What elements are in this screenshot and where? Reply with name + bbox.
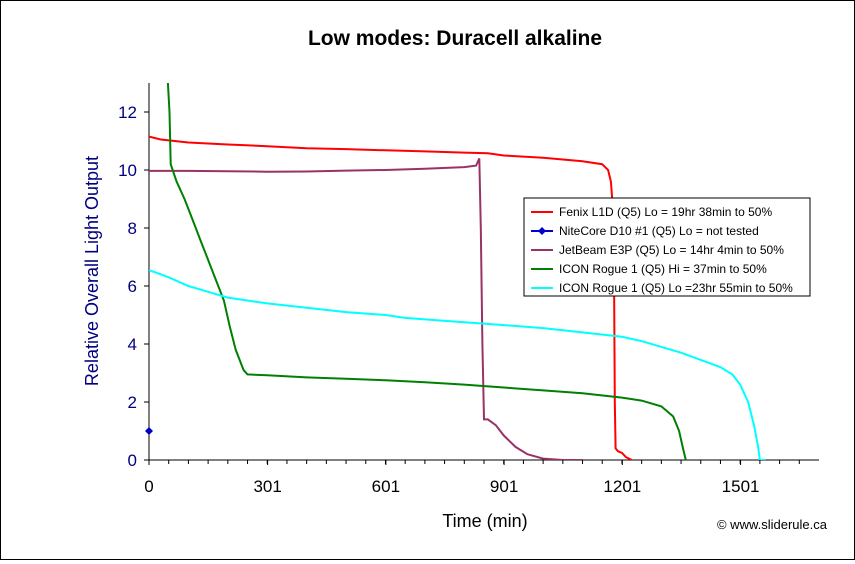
legend-entry: ICON Rogue 1 (Q5) Lo =23hr 55min to 50% bbox=[559, 281, 793, 295]
legend-marker bbox=[538, 227, 546, 235]
x-tick-label: 601 bbox=[372, 477, 400, 496]
legend-entry: JetBeam E3P (Q5) Lo = 14hr 4min to 50% bbox=[559, 243, 784, 257]
series-line-4 bbox=[166, 82, 687, 460]
y-tick-label: 6 bbox=[128, 277, 137, 296]
legend-entry: NiteCore D10 #1 (Q5) Lo = not tested bbox=[559, 224, 759, 238]
y-tick-label: 0 bbox=[128, 451, 137, 470]
copyright-text: © www.sliderule.ca bbox=[717, 517, 828, 532]
chart-title: Low modes: Duracell alkaline bbox=[308, 27, 602, 50]
x-tick-label: 0 bbox=[144, 477, 153, 496]
legend: Fenix L1D (Q5) Lo = 19hr 38min to 50% Nit… bbox=[523, 197, 811, 297]
x-axis-label: Time (min) bbox=[442, 511, 527, 531]
x-tick-label: 1201 bbox=[603, 477, 641, 496]
y-tick-label: 12 bbox=[118, 103, 137, 122]
y-tick-label: 10 bbox=[118, 161, 137, 180]
x-tick-label: 301 bbox=[253, 477, 281, 496]
y-tick-label: 4 bbox=[128, 335, 137, 354]
y-tick-label: 2 bbox=[128, 393, 137, 412]
legend-entry: ICON Rogue 1 (Q5) Hi = 37min to 50% bbox=[559, 262, 767, 276]
x-tick-label: 1501 bbox=[722, 477, 760, 496]
series-line-1 bbox=[149, 135, 633, 460]
series-line-5 bbox=[149, 269, 766, 460]
legend-entry: Fenix L1D (Q5) Lo = 19hr 38min to 50% bbox=[559, 205, 772, 219]
legend-box bbox=[523, 197, 811, 297]
x-tick-label: 901 bbox=[490, 477, 518, 496]
y-axis-label: Relative Overall Light Output bbox=[82, 156, 102, 386]
y-axis-ticks: 0 2 4 6 8 10 12 bbox=[118, 103, 149, 470]
series-layer bbox=[145, 82, 766, 460]
y-tick-label: 8 bbox=[128, 219, 137, 238]
series-point-2 bbox=[145, 427, 153, 435]
series-line-3 bbox=[149, 157, 583, 460]
x-axis-ticks: 0 301 601 901 1201 1501 bbox=[144, 460, 800, 496]
